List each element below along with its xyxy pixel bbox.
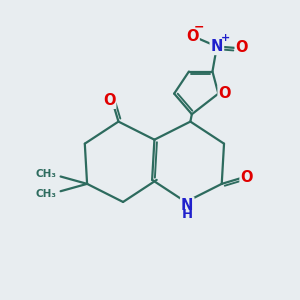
Text: CH₃: CH₃	[35, 169, 56, 179]
Text: H: H	[182, 208, 193, 221]
Text: O: O	[219, 86, 231, 101]
Text: O: O	[236, 40, 248, 56]
Text: −: −	[194, 21, 205, 34]
Text: N: N	[211, 39, 223, 54]
Text: CH₃: CH₃	[35, 189, 56, 199]
Text: O: O	[103, 93, 115, 108]
Text: N: N	[181, 198, 194, 213]
Text: O: O	[186, 29, 199, 44]
Text: O: O	[241, 170, 253, 185]
Text: +: +	[220, 33, 230, 43]
